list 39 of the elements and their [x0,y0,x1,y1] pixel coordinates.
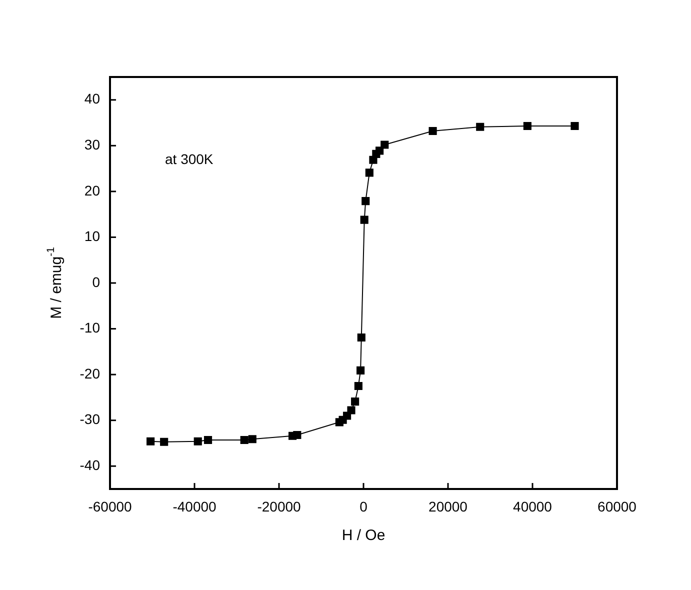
y-tick-label: 10 [84,228,100,244]
y-tick-label: 20 [84,182,100,198]
point [351,398,360,406]
x-tick-label: -60000 [88,498,132,514]
point [347,406,356,414]
point [146,437,155,446]
x-tick-label: 60000 [598,498,637,514]
point [293,430,302,440]
y-tick-label: -30 [80,411,100,428]
point [360,216,368,224]
y-tick-label: -20 [80,365,100,382]
y-tick-label: -40 [80,456,100,473]
point [160,438,168,446]
y-tick-label: 30 [84,136,100,153]
x-tick-label: 20000 [428,498,468,514]
point [248,435,256,444]
x-tick-label: 0 [360,498,368,514]
point [476,122,484,131]
y-axis-title: M / emug-1 [44,246,66,319]
point [365,168,374,177]
point [362,197,370,206]
x-axis-title: H / Oe [342,527,386,544]
point [428,126,437,136]
point [194,437,202,446]
point [204,436,212,444]
y-tick-label: 0 [92,274,100,290]
point [523,122,532,130]
point [240,436,248,444]
y-tick-label: 40 [84,90,100,107]
point [357,333,366,342]
point [570,122,579,130]
annotation: at 300K [165,150,214,167]
point [356,366,365,374]
point [354,382,362,390]
x-tick-label: -20000 [257,498,302,514]
point [380,140,389,149]
x-tick-label: 40000 [513,498,552,514]
x-tick-label: -40000 [172,498,217,514]
y-tick-label: -10 [80,320,100,336]
